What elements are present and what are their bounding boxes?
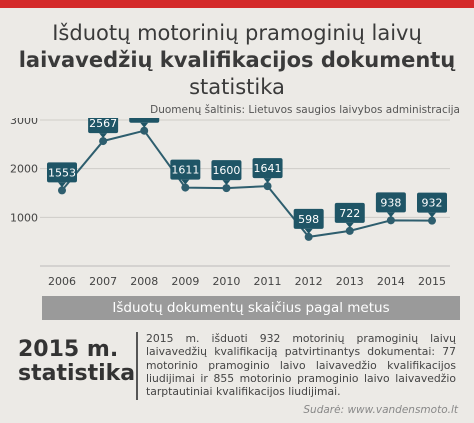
- data-label-bubble: [252, 158, 283, 179]
- x-tick-label: 2009: [171, 275, 199, 288]
- data-point: [428, 216, 436, 225]
- data-label-pointer: [386, 212, 395, 218]
- data-label-bubble: [293, 208, 324, 229]
- stats-heading-line-2: statistika: [18, 361, 136, 386]
- data-label: 598: [298, 213, 319, 226]
- data-label-pointer: [345, 222, 354, 228]
- data-label: 1641: [254, 162, 282, 175]
- stats-heading-line-1: 2015 m.: [18, 337, 119, 362]
- data-point: [99, 137, 108, 146]
- y-tick-label: 1000: [10, 211, 38, 224]
- data-source-note: Duomenų šaltinis: Lietuvos saugios laivy…: [150, 104, 460, 116]
- data-label-bubble: [417, 192, 447, 213]
- data-label-callout: 1641: [252, 158, 283, 184]
- data-label: 1553: [48, 166, 76, 179]
- data-label-bubble: [375, 192, 406, 213]
- data-point: [263, 182, 272, 191]
- data-label-pointer: [58, 182, 66, 188]
- data-label-pointer: [304, 228, 313, 234]
- data-label-callout: 722: [334, 202, 365, 228]
- data-label: 1600: [212, 164, 240, 177]
- data-label-callout: 2780: [129, 118, 160, 128]
- x-tick-label: 2013: [336, 275, 364, 288]
- data-label-bubble: [47, 162, 77, 183]
- data-label-bubble: [334, 202, 365, 223]
- data-label-callout: 932: [417, 192, 447, 218]
- chart-caption-bar: Išduotų dokumentų skaičius pagal metus: [42, 296, 460, 320]
- data-label: 2567: [89, 118, 117, 130]
- data-label-callout: 598: [293, 208, 324, 234]
- data-point: [181, 183, 190, 192]
- x-tick-label: 2015: [418, 275, 446, 288]
- data-label-callout: 1600: [211, 160, 242, 186]
- page-title: Išduotų motorinių pramoginių laivų laiva…: [0, 20, 474, 101]
- x-tick-label: 2010: [212, 275, 240, 288]
- data-label: 2780: [130, 118, 158, 120]
- data-point: [304, 232, 313, 241]
- data-point: [222, 184, 231, 193]
- data-label-bubble: [129, 118, 160, 123]
- y-tick-label: 3000: [10, 118, 38, 127]
- data-label: 722: [339, 207, 360, 220]
- data-label-pointer: [263, 178, 272, 184]
- title-line-1: Išduotų motorinių pramoginių laivų: [52, 21, 422, 45]
- x-tick-label: 2007: [89, 275, 117, 288]
- data-label-callout: 1611: [170, 159, 201, 185]
- x-tick-label: 2008: [130, 275, 158, 288]
- data-label-bubble: [170, 159, 201, 180]
- title-line-2: laivavedžių kvalifikacijos dokumentų: [18, 48, 456, 72]
- series-line: [61, 129, 433, 238]
- data-label: 938: [380, 196, 401, 209]
- data-label-callout: 1553: [47, 162, 77, 188]
- data-label: 932: [422, 197, 443, 210]
- data-point: [345, 226, 354, 235]
- x-tick-label: 2014: [377, 275, 405, 288]
- data-label-pointer: [428, 212, 436, 218]
- top-accent-bar: [0, 0, 474, 8]
- data-label-pointer: [181, 179, 190, 185]
- x-tick-label: 2011: [254, 275, 282, 288]
- y-tick-label: 2000: [10, 163, 38, 176]
- data-point: [140, 126, 149, 135]
- x-tick-label: 2006: [48, 275, 76, 288]
- title-line-3: statistika: [189, 75, 285, 99]
- x-tick-label: 2012: [295, 275, 323, 288]
- data-label-bubble: [88, 118, 119, 134]
- data-point: [386, 216, 395, 225]
- vertical-divider: [136, 332, 138, 400]
- data-label-callout: 938: [375, 192, 406, 218]
- stats-description: 2015 m. išduoti 932 motorinių pramoginių…: [146, 332, 456, 399]
- data-label-pointer: [140, 122, 149, 128]
- line-chart: 1000 2000 3000 2006 2007 2008 2009 2010 2011 2012…: [10, 118, 450, 288]
- data-label-bubble: [211, 160, 242, 181]
- stats-heading: 2015 m. statistika: [18, 338, 135, 386]
- data-label: 1611: [171, 164, 199, 177]
- data-label-callout: 2567: [88, 118, 119, 139]
- data-label-pointer: [222, 180, 231, 186]
- data-point: [58, 186, 66, 195]
- credit-link[interactable]: Sudarė: www.vandensmoto.lt: [303, 404, 458, 416]
- data-label-pointer: [99, 133, 108, 139]
